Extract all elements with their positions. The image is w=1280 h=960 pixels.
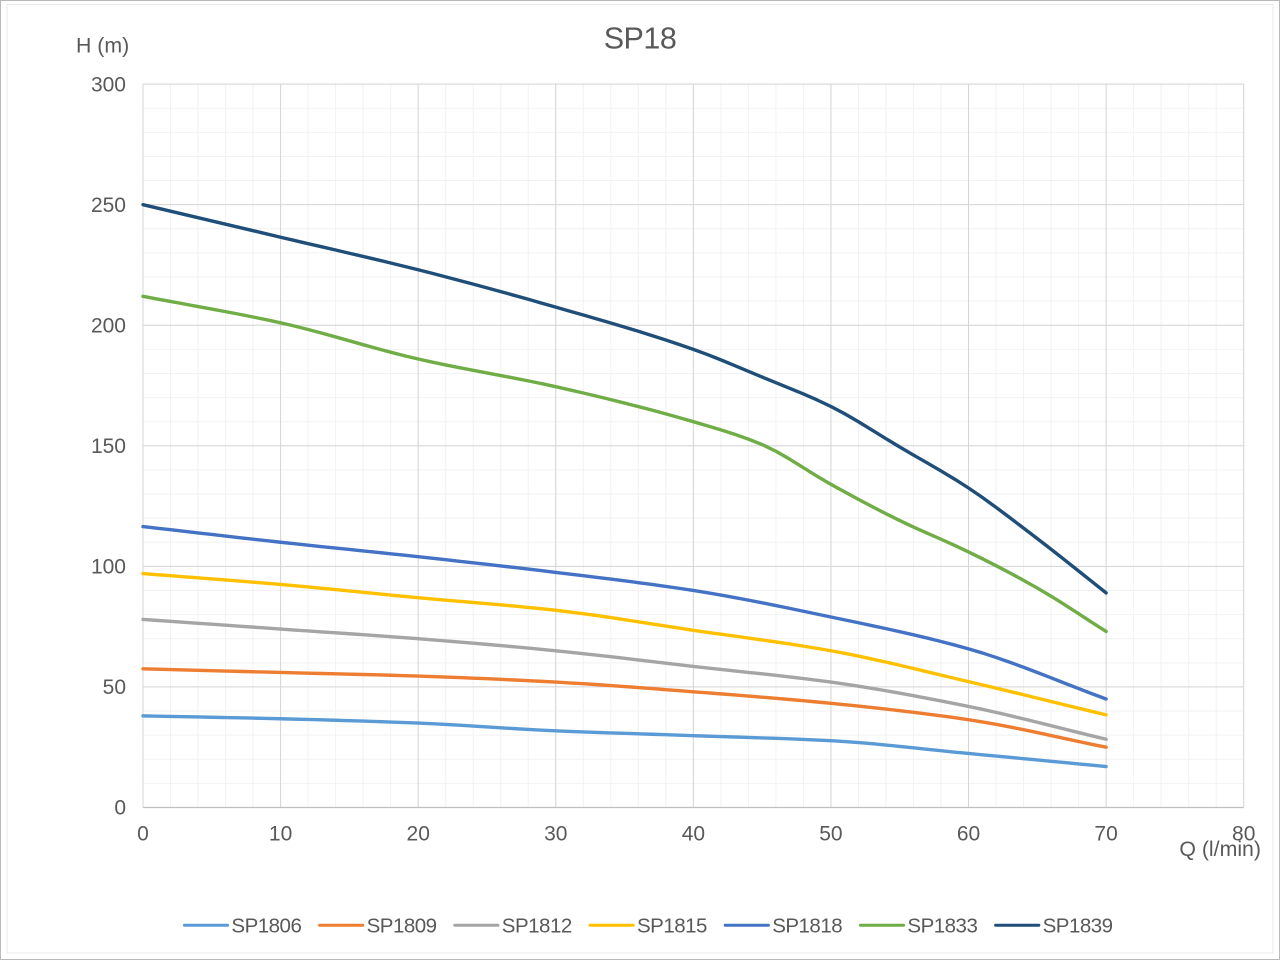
svg-text:70: 70 (1094, 823, 1117, 846)
svg-text:SP1809: SP1809 (367, 914, 437, 937)
svg-text:SP1815: SP1815 (637, 914, 707, 937)
svg-text:H (m): H (m) (76, 34, 129, 58)
svg-text:Q (l/min): Q (l/min) (1179, 837, 1261, 861)
svg-text:250: 250 (91, 194, 126, 217)
svg-text:50: 50 (819, 823, 842, 846)
svg-text:20: 20 (407, 823, 430, 846)
svg-text:SP18: SP18 (604, 22, 677, 56)
svg-text:10: 10 (269, 823, 292, 846)
svg-text:150: 150 (91, 435, 126, 458)
svg-text:SP1806: SP1806 (231, 914, 301, 937)
svg-text:SP1833: SP1833 (907, 914, 977, 937)
svg-text:50: 50 (103, 676, 126, 699)
svg-text:SP1839: SP1839 (1043, 914, 1113, 937)
svg-text:60: 60 (957, 823, 980, 846)
svg-text:30: 30 (544, 823, 567, 846)
svg-text:40: 40 (682, 823, 705, 846)
svg-text:SP1812: SP1812 (502, 914, 572, 937)
svg-text:0: 0 (114, 797, 126, 820)
svg-text:0: 0 (137, 823, 149, 846)
svg-text:300: 300 (91, 73, 126, 96)
svg-text:200: 200 (91, 314, 126, 337)
svg-text:SP1818: SP1818 (772, 914, 842, 937)
svg-text:80: 80 (1232, 823, 1255, 846)
svg-text:100: 100 (91, 556, 126, 579)
